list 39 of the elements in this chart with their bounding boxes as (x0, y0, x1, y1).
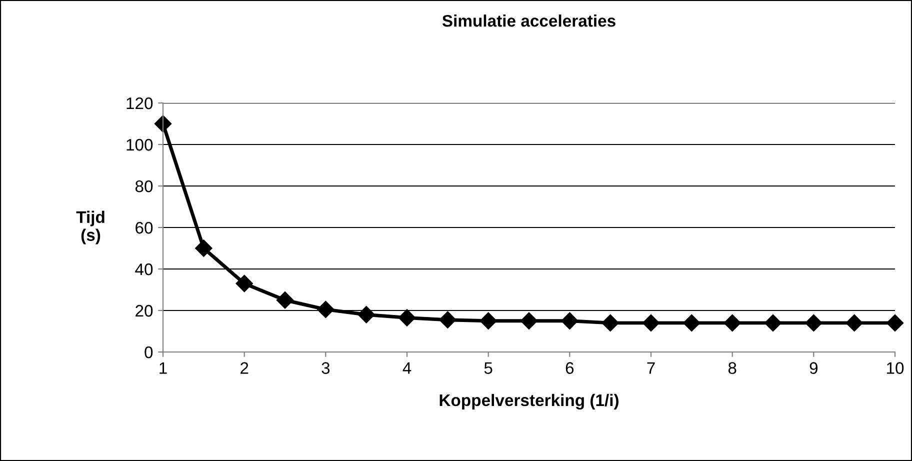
point (317, 300, 334, 318)
point (480, 312, 497, 330)
x-tick-label: 10 (887, 362, 904, 374)
x-axis-title: Koppelversterking (1/i) (440, 394, 618, 410)
x-tick-label: 1 (160, 362, 167, 374)
y-tick-label: 100 (126, 138, 153, 151)
point (236, 274, 253, 292)
point (683, 314, 700, 332)
x-tick-label: 3 (322, 362, 330, 374)
point (561, 312, 578, 330)
x-tick-label: 5 (484, 362, 492, 374)
y-tick-label: 40 (135, 263, 153, 276)
x-tick-label: 2 (240, 362, 248, 374)
y-tick-label: 80 (135, 180, 153, 192)
x-tick-label: 4 (402, 362, 412, 374)
point (805, 314, 822, 332)
y-tick-label: 20 (136, 304, 153, 317)
point (846, 314, 863, 332)
point (642, 314, 660, 332)
x-tick-label: 7 (647, 362, 655, 374)
x-tick-label: 9 (810, 362, 818, 374)
point (398, 309, 416, 326)
point (358, 306, 375, 324)
chart-title: Simulatie acceleraties (442, 14, 616, 27)
point (439, 311, 456, 328)
x-tick-label: 6 (566, 362, 574, 374)
point (195, 240, 212, 257)
x-tick-label: 8 (728, 362, 736, 374)
point (764, 314, 782, 332)
point (520, 312, 538, 330)
y-tick-label: 60 (136, 222, 153, 234)
point (276, 292, 294, 309)
point (724, 314, 741, 332)
point (886, 314, 904, 332)
y-axis-title: Tijd (s) (76, 210, 104, 244)
point (602, 314, 619, 332)
point (154, 115, 172, 132)
y-tick-label: 0 (144, 346, 153, 358)
y-tick-label: 120 (126, 97, 153, 110)
